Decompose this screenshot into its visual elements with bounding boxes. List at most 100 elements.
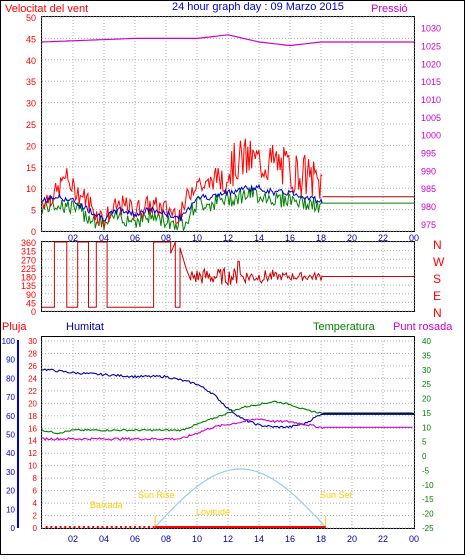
altitude-label: Lovitude (196, 507, 230, 517)
wind-x-tick-label: 02 (68, 233, 78, 243)
wind-low-line (41, 186, 323, 232)
wind-x-tick-label: 20 (347, 233, 357, 243)
rain-tick-label: 10 (28, 462, 37, 471)
wind-tick-label: 40 (26, 56, 36, 66)
rain-bar (129, 526, 132, 528)
wind-x-tick-label: 00 (409, 233, 419, 243)
wind-tick-label: 35 (26, 77, 36, 87)
wind-tick-label: 50 (26, 13, 36, 23)
pressure-tick-label: 1005 (421, 113, 441, 123)
compass-letter: W (433, 255, 445, 269)
humidity-tick-label: 60 (6, 412, 15, 421)
compass-letter: E (433, 289, 441, 303)
rain-tick-label: 30 (28, 337, 37, 346)
rain-tick-label: 2 (33, 512, 38, 521)
temperature-tick-label: 15 (422, 409, 431, 418)
temp-x-tick-label: 00 (409, 534, 419, 544)
wind-x-tick-label: 16 (285, 233, 295, 243)
humidity-tick-label: 80 (6, 374, 15, 383)
rain-bar (96, 526, 99, 528)
humidity-tick-label: 90 (6, 356, 15, 365)
wind-tick-label: 20 (26, 141, 36, 151)
rain-bar (138, 526, 141, 528)
temp-x-tick-label: 10 (192, 534, 202, 544)
wind-x-tick-label: 08 (161, 233, 171, 243)
humidity-axis-ticks: 0 10 20 30 40 50 60 70 80 90 100 (2, 337, 16, 533)
pressure-tick-label: 990 (421, 166, 436, 176)
pressure-tick-label: 1010 (421, 95, 441, 105)
direction-tick-label: 270 (21, 255, 36, 265)
temp-x-tick-label: 16 (285, 534, 295, 544)
direction-tick-label: 90 (26, 290, 36, 300)
sunrise-label: Sun Rise (138, 490, 175, 500)
pressure-tick-label: 980 (421, 202, 436, 212)
temperature-axis-ticks: -25 -20 -15 -10 -5 0 5 10 15 20 25 30 35 40 (422, 337, 434, 533)
temp-x-tick-label: 18 (316, 534, 326, 544)
temperature-tick-label: 40 (422, 337, 431, 346)
humidity-tick-label: 0 (11, 524, 16, 533)
wind-tick-label: 45 (26, 34, 36, 44)
humidity-tick-label: 40 (6, 449, 15, 458)
rain-bar (143, 526, 146, 528)
rain-tick-label: 4 (33, 499, 38, 508)
humidity-label: Humitat (66, 321, 104, 333)
wind-tick-label: 25 (26, 120, 36, 130)
humidity-tick-label: 20 (6, 487, 15, 496)
direction-tick-label: 180 (21, 273, 36, 283)
pressure-tick-label: 995 (421, 149, 436, 159)
rain-bar (54, 526, 57, 528)
wind-axis-ticks: 0 5 10 15 20 25 30 35 40 45 50 (26, 13, 36, 237)
rain-bar (134, 526, 136, 528)
rain-bar (106, 526, 109, 528)
dewpoint-line (41, 418, 413, 441)
rain-tick-label: 8 (33, 474, 38, 483)
wind-x-tick-label: 14 (254, 233, 264, 243)
rain-bar (82, 526, 85, 528)
humidity-tick-label: 70 (6, 393, 15, 402)
temperature-tick-label: 30 (422, 366, 431, 375)
temp-x-tick-label: 20 (347, 534, 357, 544)
wind-tick-label: 15 (26, 163, 36, 173)
temperature-line (41, 400, 413, 435)
direction-tick-label: 0 (31, 307, 36, 317)
wind-tick-label: 5 (31, 206, 36, 216)
rain-bar (73, 526, 76, 528)
rain-bar (92, 526, 95, 528)
temp-series (41, 368, 414, 528)
temperature-tick-label: -15 (422, 495, 434, 504)
pressure-axis-ticks: 975 980 985 990 995 1000 1005 1010 1015 1020 1025 1… (421, 24, 441, 230)
rain-tick-label: 12 (28, 449, 37, 458)
compass-letter: S (433, 272, 441, 286)
rain-tick-label: 22 (28, 387, 37, 396)
wind-tick-label: 10 (26, 184, 36, 194)
temp-x-tick-label: 08 (161, 534, 171, 544)
wind-axis-title: Velocitat del vent (5, 3, 88, 15)
rain-bar (124, 526, 127, 528)
direction-tick-label: 315 (21, 247, 36, 257)
wind-x-tick-label: 18 (316, 233, 326, 243)
compass-letter: N (433, 238, 442, 252)
rain-bar (147, 526, 150, 528)
humidity-tick-label: 10 (6, 505, 15, 514)
rain-tick-label: 26 (28, 362, 37, 371)
rain-tick-label: 0 (33, 524, 38, 533)
temp-x-tick-label: 06 (130, 534, 140, 544)
rain-bar (115, 526, 118, 528)
temp-x-tick-label: 14 (254, 534, 264, 544)
temperature-tick-label: -20 (422, 510, 434, 519)
rain-tick-label: 24 (28, 374, 37, 383)
dewpoint-label: Punt rosada (393, 321, 453, 333)
temperature-tick-label: -10 (422, 481, 434, 490)
humidity-tick-label: 30 (6, 468, 15, 477)
rain-bar (152, 526, 155, 528)
rain-bar (64, 526, 67, 528)
pressure-axis-title: Pressió (371, 3, 408, 15)
wind-x-tick-label: 10 (192, 233, 202, 243)
wind-panel-grid (41, 16, 415, 232)
temperature-tick-label: 25 (422, 380, 431, 389)
humidity-tick-label: 50 (6, 431, 15, 440)
